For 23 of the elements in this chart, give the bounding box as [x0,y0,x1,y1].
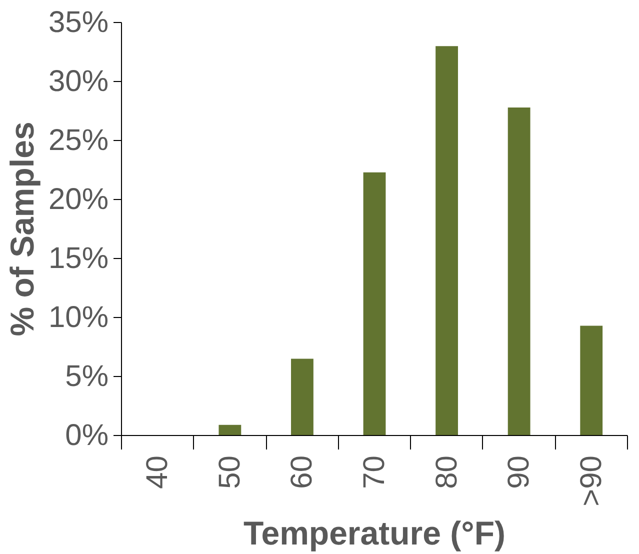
y-tick-label: 0% [65,419,108,452]
x-axis-title: Temperature (°F) [244,514,506,552]
bar [363,172,386,436]
y-tick-label: 25% [48,124,109,157]
x-tick-label: 90 [502,455,536,489]
y-tick-label: 20% [48,183,109,216]
bar [508,107,530,436]
x-tick-label: 50 [213,455,246,489]
y-tick-label: 5% [65,360,108,393]
bar [580,326,603,436]
bar [291,358,314,436]
x-tick-label: >90 [574,456,608,506]
bar [218,424,242,436]
y-tick-label: 15% [48,242,109,275]
x-tick-label: 40 [141,455,174,489]
x-tick-label: 80 [430,455,464,489]
x-tick-label: 70 [358,455,391,489]
y-tick-label: 30% [48,65,109,98]
y-tick-label: 35% [48,6,109,39]
bar [436,46,458,436]
x-tick-label: 60 [286,455,319,489]
y-tick-label: 10% [48,301,109,334]
y-axis-title: % of Samples [3,122,40,336]
